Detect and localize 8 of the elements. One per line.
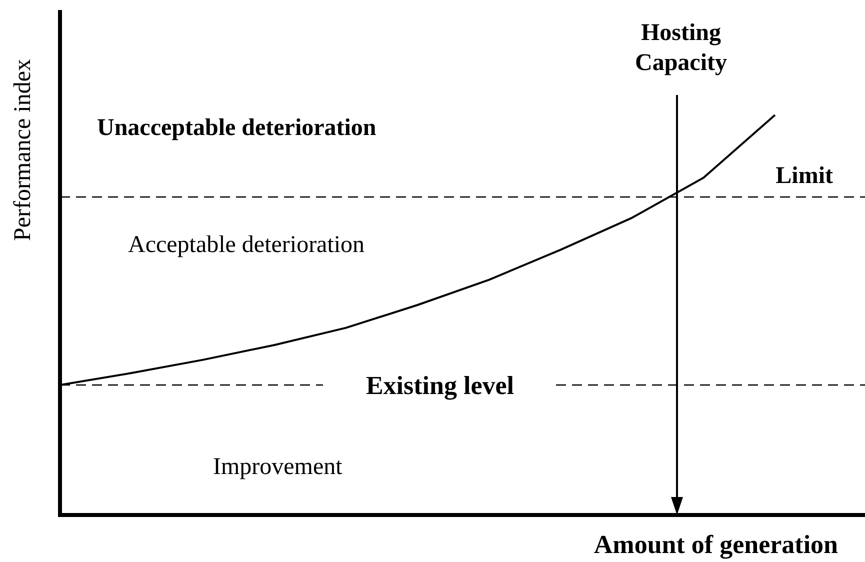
ref-line-label: Existing level (366, 371, 514, 400)
ref-line-label: Limit (776, 163, 834, 189)
y-axis-title: Performance index (10, 59, 36, 241)
x-axis-title: Amount of generation (594, 530, 839, 559)
annotation: Unacceptable deterioration (97, 115, 376, 141)
text: Hosting Capacity (635, 20, 727, 76)
annotation: Improvement (213, 454, 343, 480)
annotation: Acceptable deterioration (128, 232, 365, 258)
